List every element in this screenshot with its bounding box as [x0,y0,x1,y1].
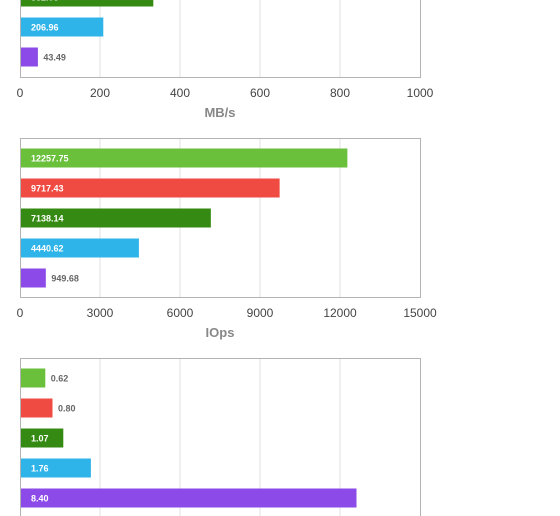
chart-panel-3: 0.62 0.80 1.07 1.76 8.40 [20,358,421,516]
plot-frame [20,0,421,78]
bar [20,428,64,448]
data-label: 206.96 [31,23,59,33]
bar [20,148,348,168]
bar [20,47,38,67]
x-tick-label: 12000 [323,306,357,320]
data-label: 949.68 [51,274,79,284]
x-tick-label: 15000 [403,306,437,320]
bar [20,178,280,198]
x-tick-label: 9000 [247,306,274,320]
x-tick-label: 0 [17,306,24,320]
bar [20,268,46,288]
bar [20,488,357,508]
plot-frame [20,358,421,516]
data-label: 1.76 [31,464,49,474]
x-tick-label: 400 [170,86,190,100]
plot-frame [20,138,421,298]
bar [20,458,91,478]
x-tick-label: 200 [90,86,110,100]
data-label: 0.80 [58,404,76,414]
x-tick-label: 6000 [167,306,194,320]
bar [20,17,104,37]
data-label: 1.07 [31,434,49,444]
bar [20,0,154,7]
x-tick-label: 1000 [407,86,434,100]
chart-panel-1: 332.03 206.96 43.49 0 200 400 600 800 1000 MB/s [17,0,434,120]
bar [20,238,139,258]
x-tick-label: 0 [17,86,24,100]
x-tick-label: 3000 [87,306,114,320]
data-label: 0.62 [51,374,69,384]
data-label: 4440.62 [31,244,64,254]
data-label: 12257.75 [31,154,69,164]
bar [20,398,53,418]
data-label: 332.03 [31,0,59,3]
x-tick-label: 600 [250,86,270,100]
x-axis-title: IOps [206,325,235,340]
chart-panel-2: 12257.75 9717.43 7138.14 4440.62 949.68 0 3000… [17,138,437,340]
data-label: 9717.43 [31,184,64,194]
data-label: 8.40 [31,494,49,504]
bar [20,208,211,228]
bar [20,368,46,388]
data-label: 43.49 [43,53,66,63]
x-axis-title: MB/s [204,105,235,120]
data-label: 7138.14 [31,214,64,224]
x-tick-label: 800 [330,86,350,100]
